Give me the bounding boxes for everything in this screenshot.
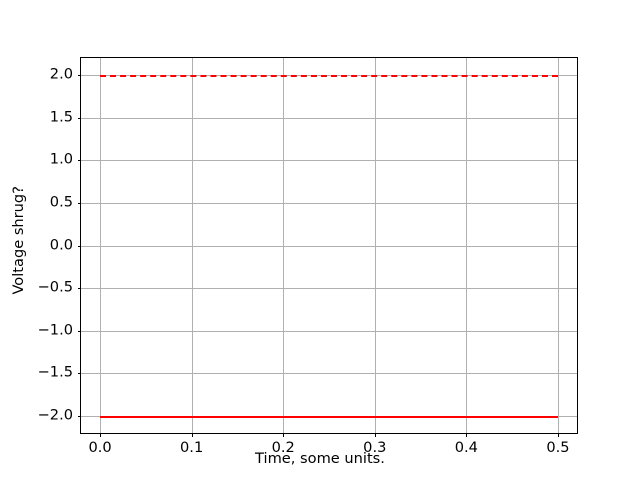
gridline-horizontal	[81, 117, 577, 119]
gridline-vertical	[100, 58, 102, 433]
x-axis-tick	[466, 433, 468, 437]
y-axis-tick	[77, 117, 81, 119]
plot-area: −2.0 −1.5 −1.0 −0.5 0.0 0.5 1.0 1.5 2.0 0.0 0.1 0.2…	[38, 57, 578, 455]
y-axis-tick-label: 1.5	[49, 108, 73, 126]
gridline-horizontal	[81, 245, 577, 247]
y-axis-tick	[77, 330, 81, 332]
data-line-upper	[100, 75, 558, 78]
y-axis-tick-label: 0.5	[49, 193, 73, 211]
x-axis-tick-label: 0.0	[88, 439, 112, 456]
x-axis-tick	[100, 433, 102, 437]
y-axis-label: Voltage shrug?	[9, 0, 29, 480]
y-axis-label-text: Voltage shrug?	[9, 185, 27, 295]
x-axis-tick	[283, 433, 285, 437]
y-axis-tick-label: −1.0	[37, 321, 73, 339]
x-axis-tick	[557, 433, 559, 437]
gridline-horizontal	[81, 288, 577, 290]
gridline-horizontal	[81, 160, 577, 162]
x-axis-tick-label: 0.1	[180, 439, 204, 456]
gridline-vertical	[374, 58, 376, 433]
gridline-vertical	[557, 58, 559, 433]
gridlines	[81, 58, 577, 433]
y-axis-tick	[77, 202, 81, 204]
y-axis-tick	[77, 373, 81, 375]
data-series-layer	[81, 58, 577, 433]
y-axis-tick	[77, 415, 81, 417]
x-axis-tick-label: 0.2	[271, 439, 295, 456]
x-axis-tick	[374, 433, 376, 437]
y-axis-tick-label: −0.5	[37, 278, 73, 296]
gridline-horizontal	[81, 202, 577, 204]
y-axis-tick-label: 1.0	[49, 150, 73, 168]
y-axis-tick	[77, 288, 81, 290]
y-axis-tick-label: −1.5	[37, 364, 73, 382]
y-axis-tick	[77, 160, 81, 162]
gridline-horizontal	[81, 373, 577, 375]
x-axis-tick-label: 0.5	[546, 439, 570, 456]
data-line-lower	[100, 415, 558, 418]
x-axis-tick-label: 0.3	[363, 439, 387, 456]
gridline-vertical	[191, 58, 193, 433]
x-axis-label: Time, some units.	[255, 450, 385, 467]
y-axis-tick-label: 0.0	[49, 236, 73, 254]
gridline-horizontal	[81, 330, 577, 332]
gridline-vertical	[283, 58, 285, 433]
y-axis-tick-label: −2.0	[37, 406, 73, 424]
x-axis-tick	[191, 433, 193, 437]
y-axis-tick	[77, 75, 81, 77]
y-axis-tick	[77, 245, 81, 247]
gridline-vertical	[466, 58, 468, 433]
y-axis-tick-label: 2.0	[49, 65, 73, 83]
x-axis-tick-label: 0.4	[454, 439, 478, 456]
